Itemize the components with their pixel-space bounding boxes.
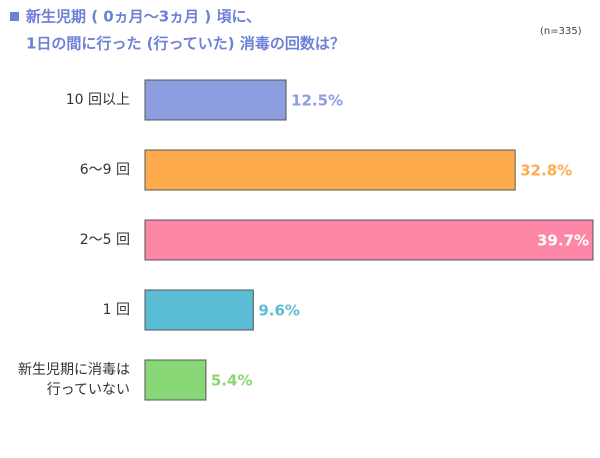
bar bbox=[144, 359, 207, 401]
title-bullet bbox=[10, 12, 19, 21]
category-label: 2〜5 回 bbox=[80, 232, 130, 248]
value-label: 32.8% bbox=[520, 162, 572, 180]
category-label: 新生児期に消毒は行っていない bbox=[18, 362, 130, 398]
category-label: 6〜9 回 bbox=[80, 162, 130, 178]
chart-title: 新生児期 ( 0ヵ月〜3ヵ月 ) 頃に、 bbox=[26, 8, 261, 26]
category-label: 10 回以上 bbox=[66, 92, 130, 108]
bar bbox=[144, 289, 254, 331]
bar bbox=[144, 79, 287, 121]
sample-size-note: (n=335) bbox=[540, 26, 582, 37]
chart-title: 1日の間に行った (行っていた) 消毒の回数は？ bbox=[26, 35, 345, 53]
value-label: 12.5% bbox=[291, 92, 343, 110]
bar bbox=[144, 219, 594, 261]
value-label: 39.7% bbox=[537, 232, 589, 250]
bar bbox=[144, 149, 516, 191]
value-label: 5.4% bbox=[211, 372, 253, 390]
category-label: 1 回 bbox=[103, 302, 130, 318]
value-label: 9.6% bbox=[258, 302, 300, 320]
